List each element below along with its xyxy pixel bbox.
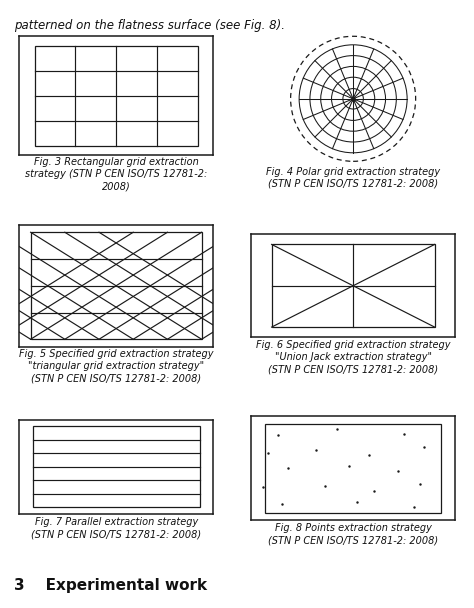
Bar [33, 426, 200, 507]
Text: Fig. 3 Rectangular grid extraction
strategy (STN P CEN ISO/TS 12781-2:
2008): Fig. 3 Rectangular grid extraction strat… [25, 157, 207, 192]
Bar [265, 424, 441, 513]
Text: Fig. 6 Specified grid extraction strategy
"Union Jack extraction strategy"
(STN : Fig. 6 Specified grid extraction strateg… [256, 340, 450, 375]
Text: patterned on the flatness surface (see Fig. 8).: patterned on the flatness surface (see F… [14, 19, 285, 32]
Text: Fig. 7 Parallel extraction strategy
(STN P CEN ISO/TS 12781-2: 2008): Fig. 7 Parallel extraction strategy (STN… [31, 517, 201, 539]
Bar [272, 244, 435, 327]
Text: Fig. 5 Specified grid extraction strategy
"triangular grid extraction strategy"
: Fig. 5 Specified grid extraction strateg… [19, 349, 213, 384]
Text: Fig. 4 Polar grid extraction strategy
(STN P CEN ISO/TS 12781-2: 2008): Fig. 4 Polar grid extraction strategy (S… [266, 167, 440, 189]
Bar [31, 232, 201, 339]
Text: Fig. 8 Points extraction strategy
(STN P CEN ISO/TS 12781-2: 2008): Fig. 8 Points extraction strategy (STN P… [268, 523, 438, 545]
Text: 3    Experimental work: 3 Experimental work [14, 578, 207, 593]
Bar [35, 46, 198, 145]
